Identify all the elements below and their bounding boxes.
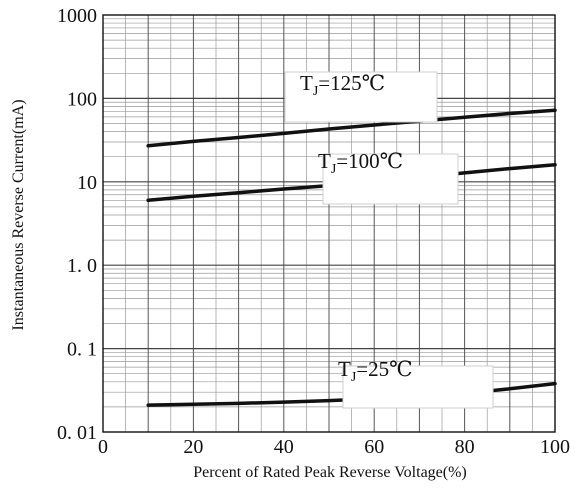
series-label-box bbox=[322, 153, 459, 205]
series-label: TJ=125℃ bbox=[300, 71, 385, 99]
series-label-box bbox=[342, 365, 494, 409]
y-tick-label: 10 bbox=[77, 172, 97, 194]
x-tick-label: 100 bbox=[540, 436, 570, 458]
y-tick-label: 1000 bbox=[57, 5, 97, 27]
x-tick-label: 60 bbox=[364, 436, 384, 458]
series-line bbox=[146, 108, 557, 148]
tick-layer: 0 20 40 60 80 100 0. 01 0. 1 1. 0 10 100 1000 bbox=[57, 5, 570, 458]
y-tick-label: 0. 01 bbox=[57, 422, 97, 444]
series-label-box bbox=[284, 71, 438, 123]
series-label: TJ=25℃ bbox=[338, 357, 413, 385]
x-tick-label: 40 bbox=[274, 436, 294, 458]
label-layer: TJ=125℃ TJ=100℃ TJ=25℃ bbox=[284, 71, 494, 409]
y-axis-title: Instantaneous Reverse Current(mA) bbox=[10, 99, 27, 330]
x-axis-title: Percent of Rated Peak Reverse Voltage(%) bbox=[193, 464, 467, 481]
y-tick-label: 0. 1 bbox=[67, 339, 97, 361]
x-tick-label: 20 bbox=[183, 436, 203, 458]
y-tick-label: 100 bbox=[67, 88, 97, 110]
series-label: TJ=100℃ bbox=[318, 149, 403, 177]
x-tick-label: 0 bbox=[98, 436, 108, 458]
y-tick-label: 1. 0 bbox=[67, 255, 97, 277]
plot-frame bbox=[102, 14, 556, 433]
x-tick-label: 80 bbox=[455, 436, 475, 458]
